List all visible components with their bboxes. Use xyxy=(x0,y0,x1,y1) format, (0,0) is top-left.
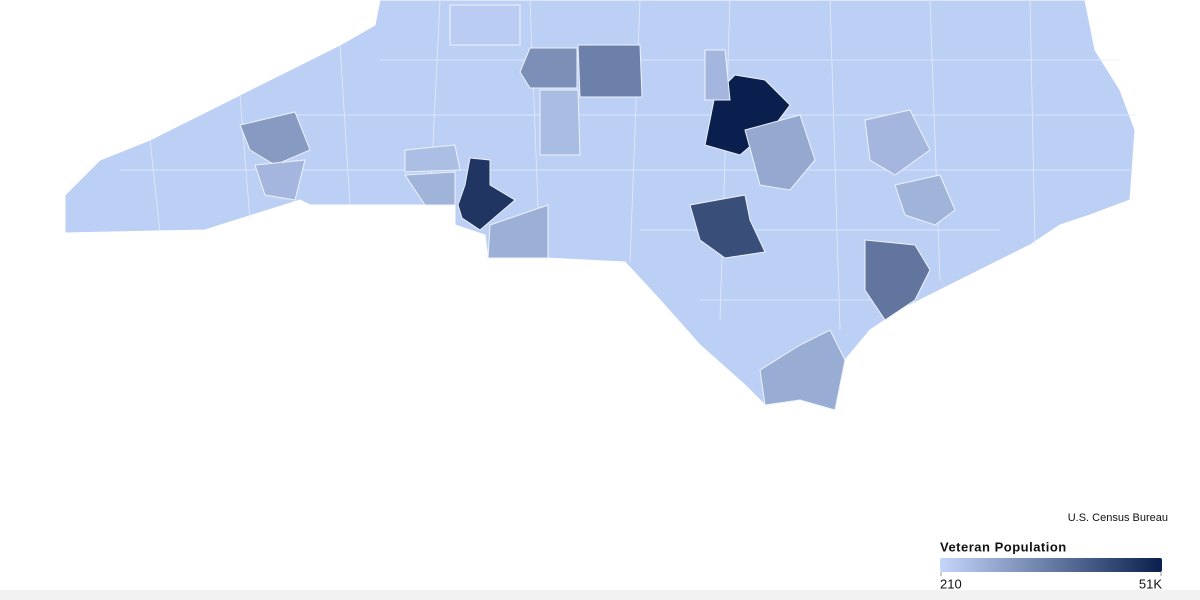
county xyxy=(577,44,643,98)
county xyxy=(487,204,549,259)
legend-min-label: 210 xyxy=(940,576,962,591)
county xyxy=(404,171,456,206)
county-border xyxy=(339,44,351,206)
county-layer xyxy=(64,0,1136,411)
county xyxy=(239,111,311,166)
county-border xyxy=(719,0,731,321)
legend-gradient xyxy=(940,558,1162,572)
county xyxy=(744,114,816,191)
county xyxy=(457,157,516,231)
legend-max-label: 51K xyxy=(1139,576,1162,591)
bottom-bar xyxy=(0,590,1200,600)
county xyxy=(894,174,956,226)
county xyxy=(449,4,521,46)
legend-title: Veteran Population xyxy=(940,539,1067,554)
county xyxy=(864,239,931,321)
county xyxy=(704,49,731,101)
county xyxy=(759,329,846,411)
county xyxy=(519,47,578,89)
county-border xyxy=(1029,0,1036,246)
county-border xyxy=(239,94,251,221)
county-border xyxy=(929,0,941,281)
source-credit: U.S. Census Bureau xyxy=(1068,512,1168,524)
county-border xyxy=(629,0,641,263)
county xyxy=(404,144,461,173)
county xyxy=(254,159,306,201)
county xyxy=(539,89,581,156)
county-border xyxy=(149,139,161,233)
county xyxy=(689,194,766,259)
county xyxy=(864,109,931,176)
county-border xyxy=(829,0,841,331)
